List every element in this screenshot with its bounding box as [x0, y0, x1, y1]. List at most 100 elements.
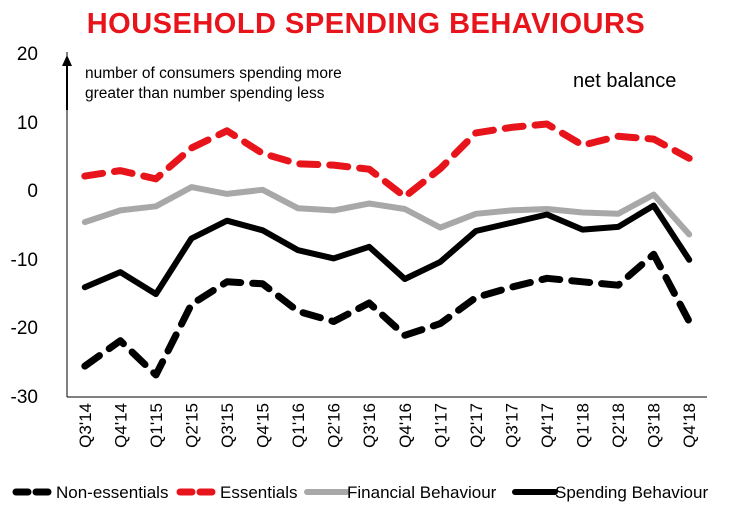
data-point-non-essentials	[438, 322, 442, 326]
x-tick-label: Q2'17	[467, 403, 486, 448]
data-point-essentials	[189, 146, 193, 150]
data-point-non-essentials	[332, 320, 336, 324]
data-point-essentials	[225, 129, 229, 133]
data-point-essentials	[332, 163, 336, 167]
x-tick-label: Q2'18	[609, 403, 628, 448]
data-point-spending-behaviour	[189, 237, 193, 241]
x-tick-label: Q1'18	[574, 403, 593, 448]
chart-title: HOUSEHOLD SPENDING BEHAVIOURS	[87, 8, 646, 40]
y-tick-label: 10	[17, 113, 38, 134]
data-point-financial-behaviour	[687, 232, 691, 236]
x-tick-label: Q1'15	[147, 403, 166, 448]
x-tick-label: Q4'18	[680, 403, 699, 448]
legend-label-essentials: Essentials	[220, 483, 297, 502]
data-point-spending-behaviour	[296, 248, 300, 252]
data-point-financial-behaviour	[225, 192, 229, 196]
legend-label-spending-behaviour: Spending Behaviour	[555, 483, 708, 502]
data-point-non-essentials	[474, 296, 478, 300]
data-point-spending-behaviour	[332, 256, 336, 260]
up-arrow-icon	[62, 55, 72, 66]
x-tick-label: Q1'16	[289, 403, 308, 448]
data-point-spending-behaviour	[581, 228, 585, 232]
data-point-spending-behaviour	[118, 270, 122, 274]
data-point-financial-behaviour	[118, 208, 122, 212]
series-line-essentials	[81, 120, 693, 201]
data-point-essentials	[509, 125, 513, 129]
annotation-line-2: greater than number spending less	[85, 85, 325, 102]
data-point-spending-behaviour	[509, 221, 513, 225]
x-tick-labels: Q3'14 Q4'14 Q1'15 Q2'15 Q3'15 Q4'15 Q1'16 Q2'16…	[76, 403, 699, 448]
data-point-financial-behaviour	[474, 212, 478, 216]
data-point-essentials	[83, 174, 87, 178]
data-point-non-essentials	[83, 364, 87, 368]
y-tick-label: -30	[11, 387, 38, 408]
data-point-financial-behaviour	[652, 193, 656, 197]
x-tick-label: Q3'15	[218, 403, 237, 448]
data-point-essentials	[261, 152, 265, 156]
x-tick-label: Q4'15	[254, 403, 273, 448]
data-point-spending-behaviour	[438, 260, 442, 264]
data-point-essentials	[438, 167, 442, 171]
legend-label-financial-behaviour: Financial Behaviour	[347, 483, 497, 502]
data-point-non-essentials	[403, 333, 407, 337]
y-tick-label: -10	[11, 250, 38, 271]
data-point-non-essentials	[189, 302, 193, 306]
data-point-financial-behaviour	[616, 212, 620, 216]
x-tick-label: Q2'16	[325, 403, 344, 448]
data-point-essentials	[652, 137, 656, 141]
data-point-non-essentials	[261, 282, 265, 286]
data-point-financial-behaviour	[581, 211, 585, 215]
data-point-spending-behaviour	[154, 292, 158, 296]
data-point-essentials	[296, 162, 300, 166]
data-point-non-essentials	[509, 285, 513, 289]
y-tick-label: 0	[27, 181, 38, 202]
data-point-spending-behaviour	[652, 204, 656, 208]
x-tick-label: Q3'17	[502, 403, 521, 448]
data-point-essentials	[581, 143, 585, 147]
data-point-spending-behaviour	[261, 228, 265, 232]
data-point-financial-behaviour	[296, 206, 300, 210]
data-point-non-essentials	[225, 280, 229, 284]
data-point-financial-behaviour	[509, 208, 513, 212]
data-point-non-essentials	[545, 276, 549, 280]
data-point-financial-behaviour	[261, 188, 265, 192]
data-point-non-essentials	[616, 283, 620, 287]
data-point-financial-behaviour	[154, 204, 158, 208]
x-tick-label: Q2'15	[182, 403, 201, 448]
data-point-essentials	[403, 195, 407, 199]
data-point-spending-behaviour	[687, 258, 691, 262]
x-tick-label: Q4'16	[396, 403, 415, 448]
data-point-spending-behaviour	[474, 229, 478, 233]
annotation-arrow	[62, 55, 72, 110]
x-tick-label: Q4'14	[111, 403, 130, 448]
x-tick-label: Q3'16	[360, 403, 379, 448]
series-layer	[81, 120, 693, 379]
x-tick-label: Q4'17	[538, 403, 557, 448]
data-point-spending-behaviour	[616, 225, 620, 229]
series-line-non-essentials	[81, 250, 693, 379]
data-point-financial-behaviour	[438, 226, 442, 230]
data-point-non-essentials	[367, 301, 371, 305]
y-tick-label: 20	[17, 44, 38, 65]
data-point-spending-behaviour	[403, 277, 407, 281]
data-point-financial-behaviour	[545, 207, 549, 211]
data-point-non-essentials	[652, 252, 656, 256]
data-point-financial-behaviour	[403, 207, 407, 211]
data-point-financial-behaviour	[83, 220, 87, 224]
annotation-line-1: number of consumers spending more	[85, 65, 342, 82]
y-tick-labels: 20 10 0 -10 -20 -30	[11, 44, 38, 408]
data-point-non-essentials	[296, 309, 300, 313]
series-line-financial-behaviour	[81, 184, 693, 238]
data-point-essentials	[616, 134, 620, 138]
data-point-financial-behaviour	[367, 202, 371, 206]
data-point-essentials	[687, 156, 691, 160]
data-point-essentials	[474, 131, 478, 135]
data-point-essentials	[118, 169, 122, 173]
net-balance-label: net balance	[573, 70, 676, 92]
x-tick-label: Q3'18	[645, 403, 664, 448]
data-point-non-essentials	[154, 373, 158, 377]
data-point-financial-behaviour	[189, 185, 193, 189]
y-tick-label: -20	[11, 318, 38, 339]
